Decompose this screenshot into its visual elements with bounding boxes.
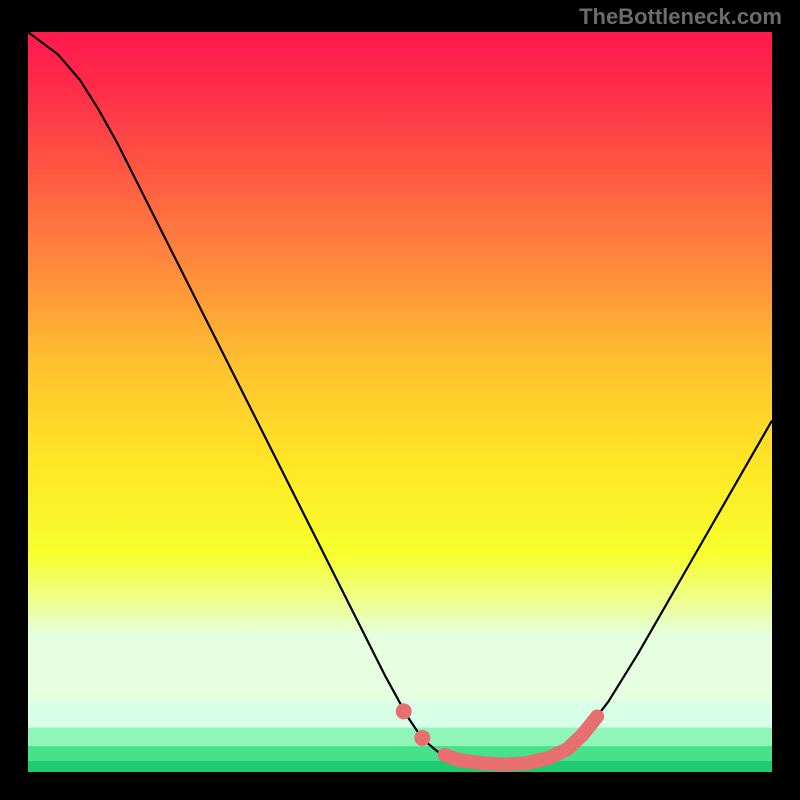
watermark-text: TheBottleneck.com [579, 4, 782, 30]
chart-frame: TheBottleneck.com [0, 0, 800, 800]
highlight-dot-1 [414, 730, 430, 746]
plot-area [28, 32, 772, 772]
green-band-1 [28, 728, 772, 747]
green-band-2 [28, 746, 772, 761]
green-band-3 [28, 761, 772, 772]
plot-svg [28, 32, 772, 772]
gradient-background [28, 32, 772, 703]
highlight-dot-0 [396, 703, 412, 719]
